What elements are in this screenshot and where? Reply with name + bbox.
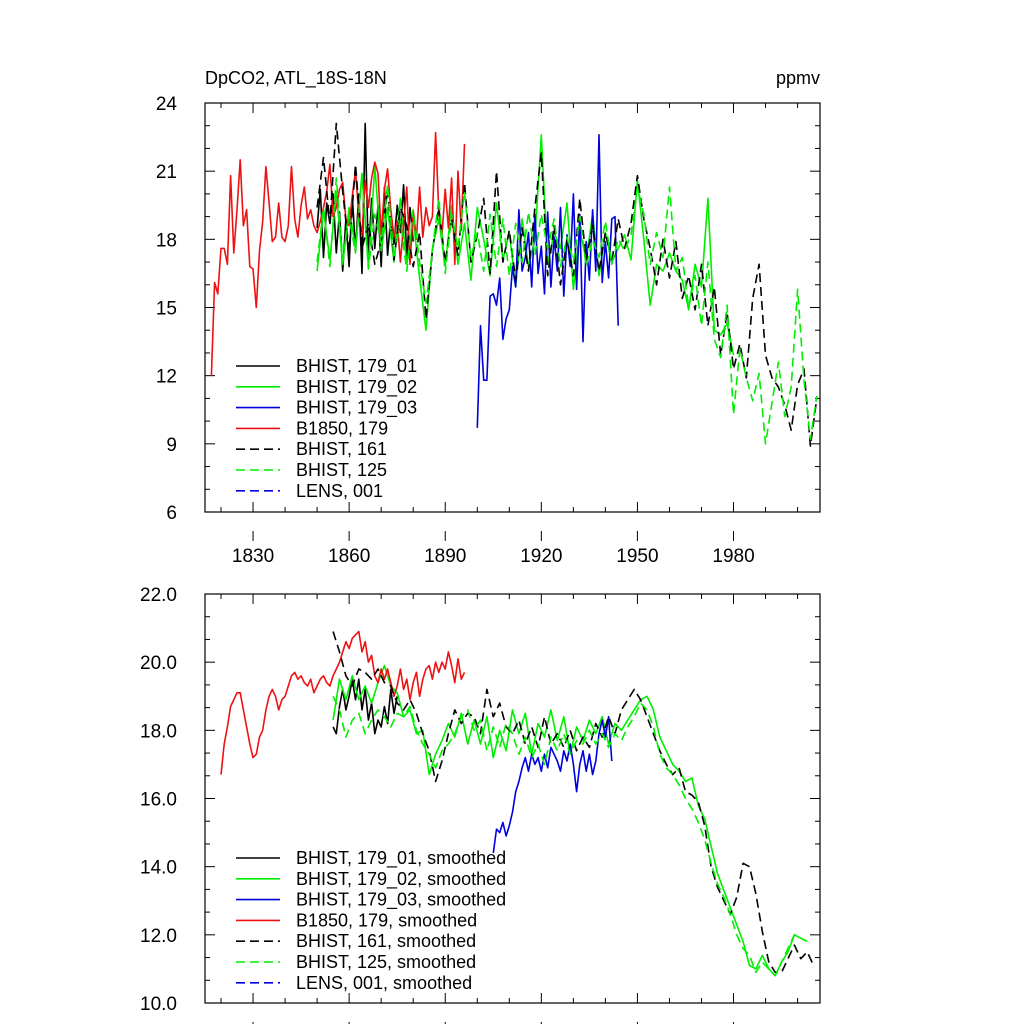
y-tick-label: 20.0 xyxy=(140,653,177,674)
series-line-bhist-125-smoothed xyxy=(332,695,808,977)
legend-label-bhist-179-02: BHIST, 179_02 xyxy=(296,377,417,398)
y-tick-label: 18 xyxy=(156,230,177,251)
series-line-bhist-161-smoothed xyxy=(332,631,815,974)
legend-label-lens-001: LENS, 001 xyxy=(296,481,383,501)
legend-label-b1850-179-smoothed: B1850, 179, smoothed xyxy=(296,910,477,930)
y-tick-label: 15 xyxy=(156,299,177,320)
series-line-bhist-179-01 xyxy=(316,122,414,275)
legend-label-bhist-179-03: BHIST, 179_03 xyxy=(296,398,417,419)
series-line-bhist-179-01-smoothed xyxy=(332,678,398,735)
units-label: ppmv xyxy=(776,68,820,88)
legend-label-bhist-179-01-smoothed: BHIST, 179_01, smoothed xyxy=(296,848,506,869)
legend-label-lens-001-smoothed: LENS, 001, smoothed xyxy=(296,973,472,993)
y-tick-label: 24 xyxy=(156,94,178,115)
y-tick-label: 21 xyxy=(156,162,177,183)
y-tick-label: 6 xyxy=(166,503,177,524)
x-tick-label: 1980 xyxy=(712,546,754,567)
y-tick-label: 10.0 xyxy=(140,994,177,1015)
x-tick-label: 1890 xyxy=(424,546,466,567)
series-line-bhist-179-02 xyxy=(316,134,735,356)
series-line-bhist-125 xyxy=(316,174,818,445)
x-tick-label: 1860 xyxy=(328,546,370,567)
series-line-b1850-179-smoothed xyxy=(220,630,466,775)
series-line-b1850-179 xyxy=(210,131,466,376)
legend-label-bhist-125-smoothed: BHIST, 125, smoothed xyxy=(296,952,476,972)
legend-label-bhist-161-smoothed: BHIST, 161, smoothed xyxy=(296,931,476,951)
y-tick-label: 22.0 xyxy=(140,585,177,606)
series-line-bhist-179-03 xyxy=(476,134,619,428)
x-tick-label: 1950 xyxy=(616,546,658,567)
y-tick-label: 12 xyxy=(156,367,177,388)
y-tick-label: 14.0 xyxy=(140,858,177,879)
legend-label-bhist-125: BHIST, 125 xyxy=(296,460,387,480)
legend-label-bhist-179-02-smoothed: BHIST, 179_02, smoothed xyxy=(296,869,506,890)
y-tick-label: 16.0 xyxy=(140,790,177,811)
series-line-bhist-179-02-smoothed xyxy=(332,664,802,977)
top-panel: 6 9 12 15 18 21 24 1830 1860 1890 1920 1950 1980 BHIS… xyxy=(156,94,821,567)
x-tick-label: 1830 xyxy=(232,546,274,567)
legend-label-bhist-161: BHIST, 161 xyxy=(296,439,387,459)
legend-label-bhist-179-01: BHIST, 179_01 xyxy=(296,356,417,377)
bottom-panel: 10.0 12.0 14.0 16.0 18.0 20.0 22.0 BHIST, 179_0… xyxy=(140,585,821,1024)
legend-label-b1850-179: B1850, 179 xyxy=(296,418,388,438)
y-tick-label: 9 xyxy=(166,435,177,456)
x-tick-label: 1920 xyxy=(520,546,562,567)
chart-title: DpCO2, ATL_18S-18N xyxy=(205,68,387,89)
series-line-bhist-179-03-smoothed xyxy=(492,715,613,854)
y-tick-label: 18.0 xyxy=(140,721,177,742)
y-tick-label: 12.0 xyxy=(140,926,177,947)
legend-label-bhist-179-03-smoothed: BHIST, 179_03, smoothed xyxy=(296,890,506,911)
